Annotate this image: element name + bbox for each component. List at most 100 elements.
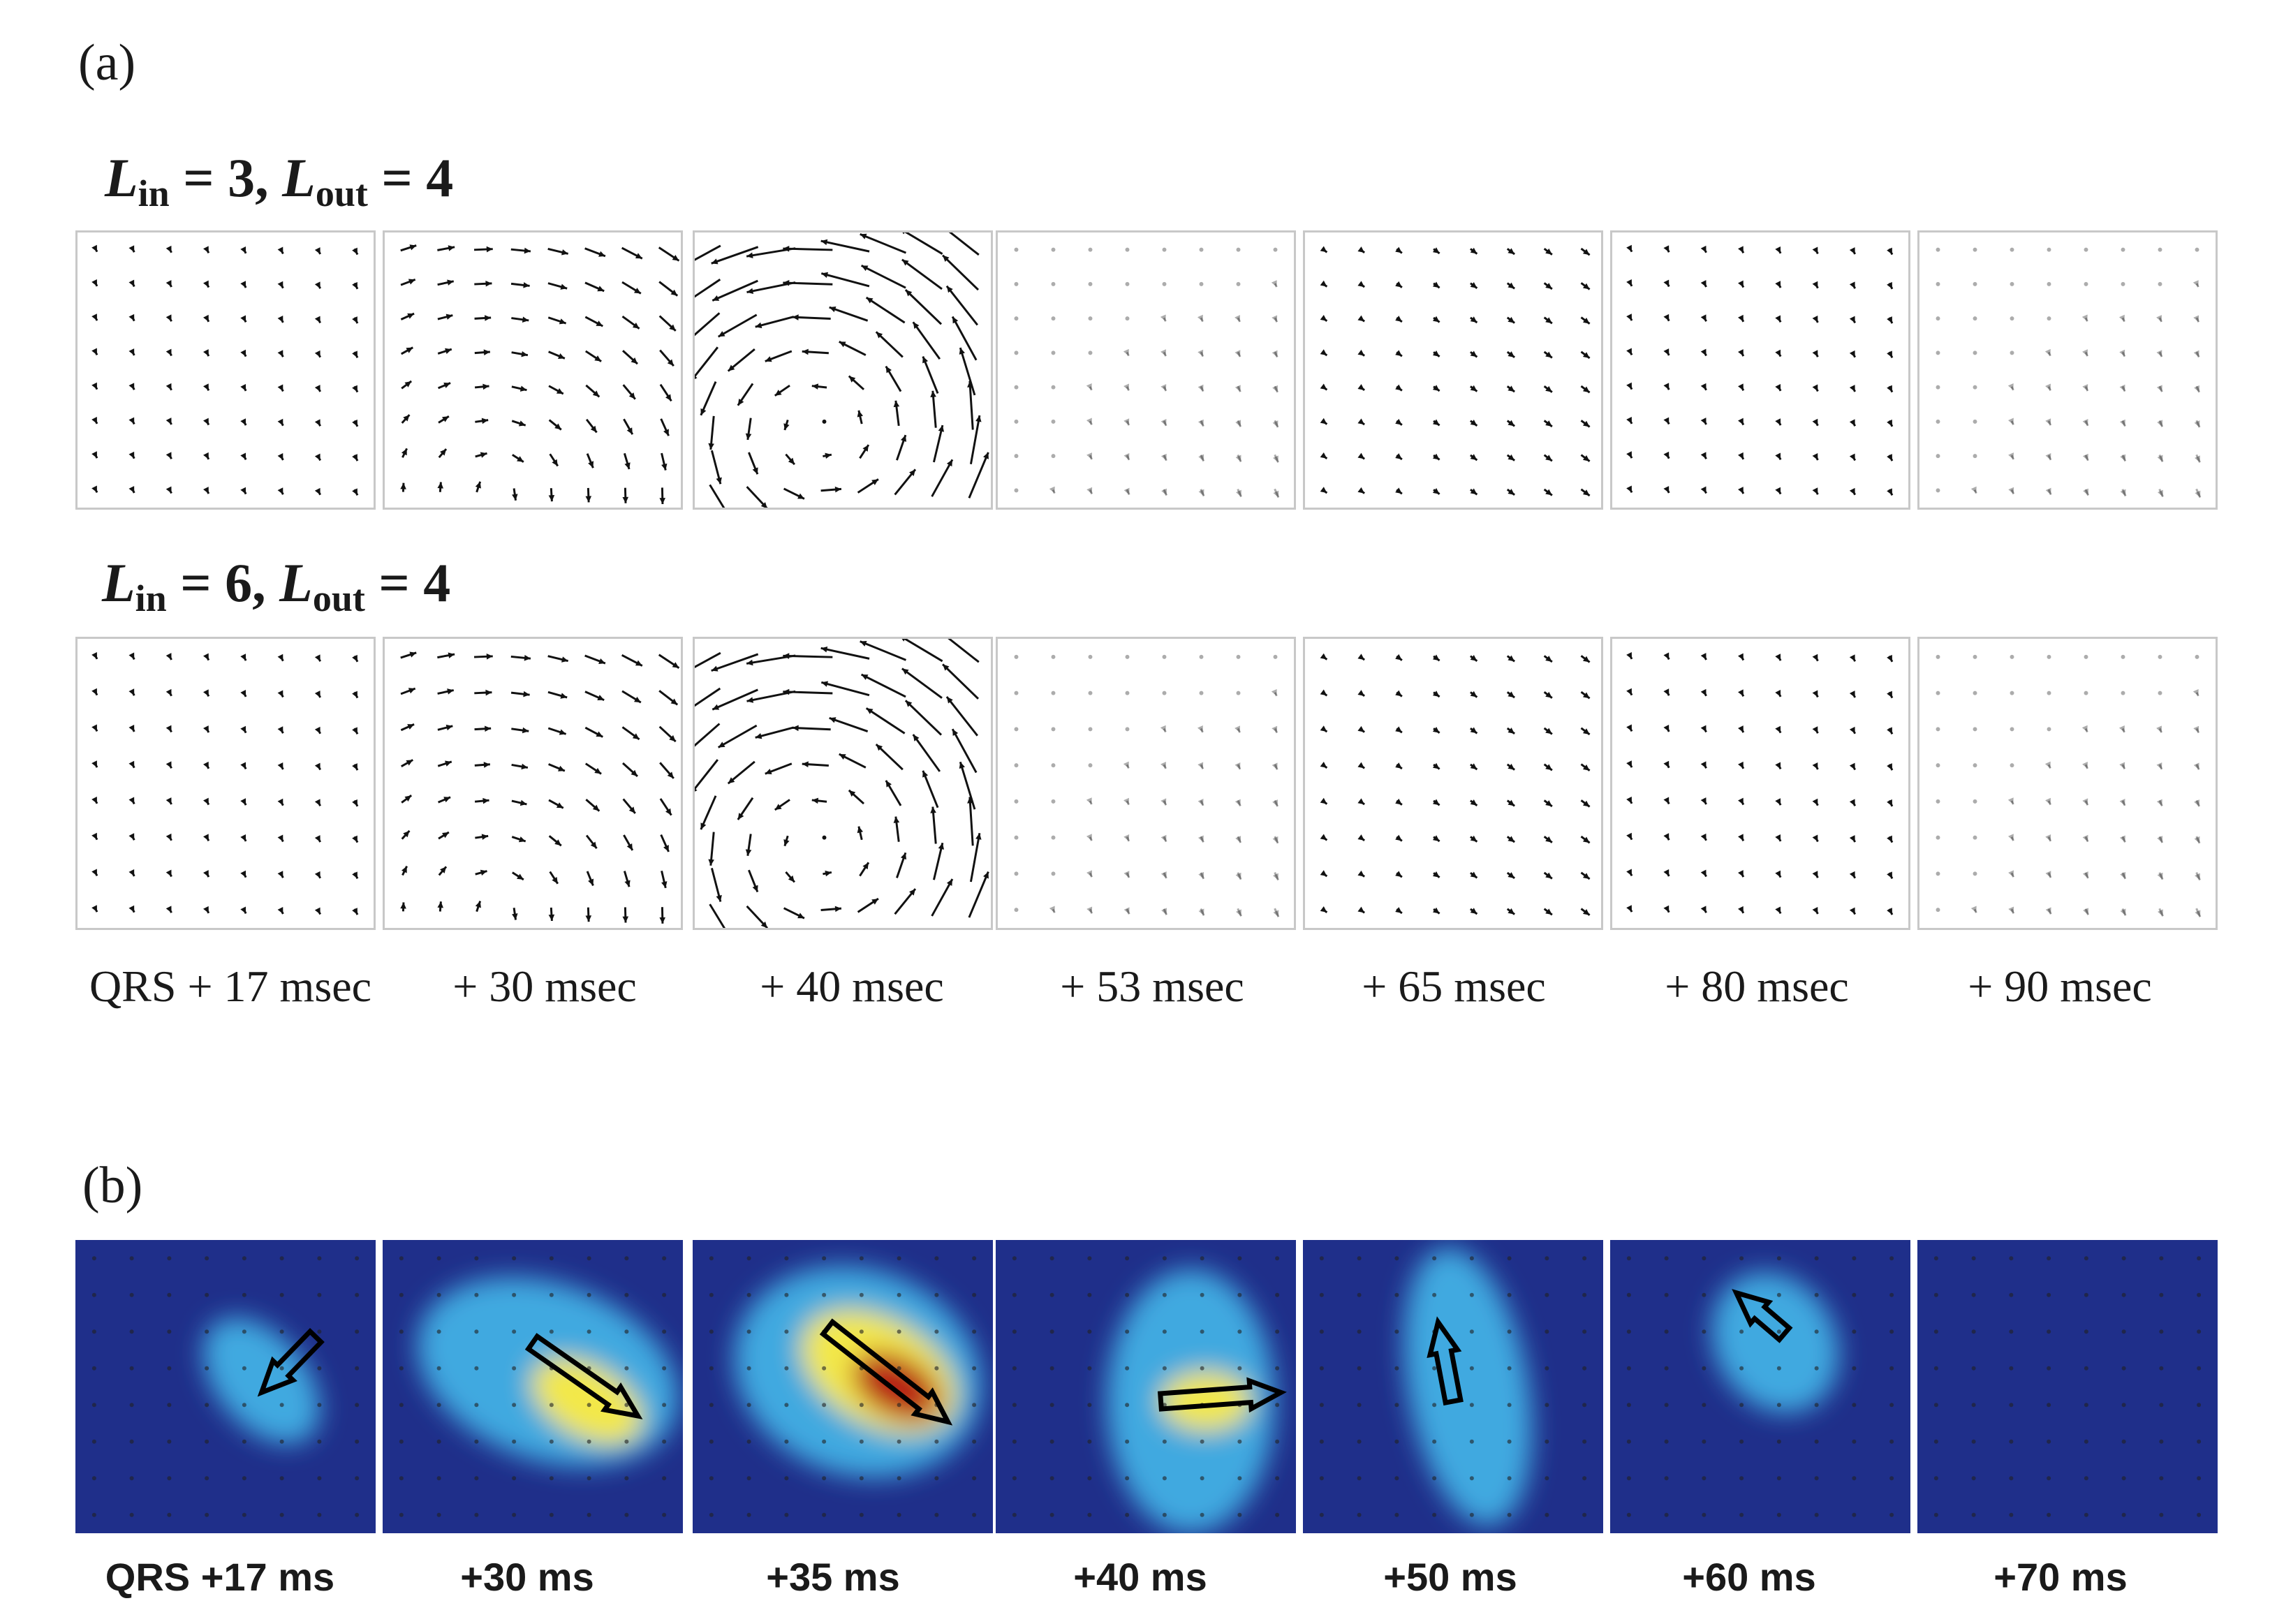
vector-arrowhead: [1395, 726, 1402, 733]
vector-arrowhead: [2082, 762, 2088, 769]
vector-arrowhead: [866, 297, 874, 304]
vector-arrowhead: [1508, 872, 1515, 878]
vector-arrowhead: [165, 906, 172, 913]
vector-arrowhead: [834, 906, 841, 913]
flow-dot: [1852, 1366, 1857, 1371]
vector-arrowhead: [1812, 654, 1818, 661]
vector-arrow: [1274, 692, 1278, 697]
vector-arrowhead: [352, 691, 358, 698]
vector-arrowhead: [91, 651, 97, 659]
vector-arrowhead: [876, 744, 883, 751]
flow-dot: [1469, 1329, 1474, 1334]
flow-dot: [242, 1476, 246, 1481]
vector-arrowhead: [560, 693, 568, 699]
vector-arrowhead: [1775, 870, 1781, 878]
vector-arrowhead: [1849, 247, 1855, 254]
flow-dot: [709, 1476, 714, 1481]
vector-arrowhead: [1357, 418, 1365, 425]
vector-arrowhead: [165, 486, 172, 494]
flow-dot: [474, 1329, 479, 1334]
vector-arrowhead: [128, 417, 135, 425]
flow-dot: [1049, 1292, 1054, 1297]
flow-dot: [512, 1512, 517, 1517]
vector-arrowhead: [2118, 314, 2125, 322]
flow-dot: [784, 1329, 789, 1334]
vector-arrowhead: [946, 459, 952, 467]
vector-arrowhead: [485, 725, 492, 732]
flow-dot: [436, 1292, 441, 1297]
vector-arrowhead: [959, 348, 965, 355]
vector-arrowhead: [746, 659, 753, 666]
flow-dot: [1469, 1366, 1474, 1371]
vector-arrowhead: [622, 916, 629, 923]
flow-dot: [1049, 1366, 1054, 1371]
flow-dot: [587, 1439, 591, 1444]
flow-dot: [1087, 1256, 1092, 1261]
vector-arrow: [2195, 454, 2201, 463]
vector-arrowhead: [1626, 869, 1632, 876]
vector-arrowhead: [1432, 799, 1440, 806]
vector-arrowhead: [521, 350, 528, 357]
time-label-a-7: + 90 msec: [1968, 961, 2152, 1011]
vector-arrowhead: [203, 870, 209, 878]
vector-arrowhead: [1198, 908, 1204, 916]
flow-dot: [1545, 1439, 1549, 1444]
vector-arrowhead: [277, 834, 283, 842]
flow-dot: [1012, 1256, 1017, 1261]
vector-arrowhead: [1508, 836, 1515, 843]
vector-arrowhead: [628, 392, 635, 399]
vector-dot: [1014, 350, 1019, 355]
vector-arrowhead: [1470, 835, 1477, 842]
vector-arrowhead: [203, 487, 209, 494]
vector-arrowhead: [437, 901, 444, 908]
vector-arrowhead: [2157, 836, 2163, 843]
flow-dot: [1394, 1439, 1399, 1444]
vector-arrowhead: [1812, 384, 1818, 392]
flow-dot: [167, 1366, 172, 1371]
vector-arrowhead: [2120, 454, 2126, 462]
flow-dot: [1162, 1439, 1167, 1444]
vector-arrowhead: [240, 281, 246, 288]
vector-dot: [1973, 691, 1977, 695]
vector-arrow: [1126, 351, 1130, 357]
vector-arrowhead: [2044, 348, 2051, 356]
vector-arrowhead: [1086, 834, 1092, 841]
flow-dot: [1889, 1366, 1894, 1371]
vector-arrowhead: [1432, 350, 1440, 357]
flow-dot: [1319, 1292, 1324, 1297]
vector-arrowhead: [1812, 418, 1818, 426]
flow-dot: [2047, 1512, 2051, 1517]
vector-arrowhead: [905, 700, 913, 707]
vector-arrow: [1163, 728, 1167, 733]
vector-arrowhead: [91, 279, 97, 286]
flow-dot: [2084, 1292, 2088, 1297]
vector-arrow: [1237, 488, 1242, 498]
vector-arrow: [712, 279, 758, 302]
vector-arrowhead: [1470, 763, 1477, 770]
flow-dot: [317, 1512, 322, 1517]
vector-arrowhead: [783, 653, 790, 659]
flow-dot: [822, 1403, 827, 1408]
vector-arrowhead: [1887, 385, 1892, 392]
vector-arrowhead: [352, 654, 358, 662]
vector-arrowhead: [1235, 799, 1241, 806]
vector-arrowhead: [1273, 873, 1278, 880]
flow-dot: [1087, 1512, 1092, 1517]
vector-arrow: [820, 681, 870, 697]
flow-dot: [1933, 1256, 1938, 1261]
vector-arrowhead: [1812, 834, 1818, 842]
flow-dot: [1582, 1512, 1587, 1517]
vector-arrowhead: [2194, 420, 2200, 427]
vector-arrowhead: [483, 762, 490, 768]
flow-dot: [2121, 1329, 2126, 1334]
row-1-panel-3-vectors: [695, 232, 989, 508]
vector-arrowhead: [1700, 906, 1707, 913]
vector-dot: [1014, 763, 1019, 768]
vector-arrowhead: [240, 452, 246, 460]
vector-arrowhead: [558, 765, 565, 772]
vector-arrowhead: [821, 272, 829, 279]
flow-dot: [474, 1512, 479, 1517]
flow-dot: [2047, 1256, 2051, 1261]
vector-arrow: [695, 651, 721, 668]
flow-dot: [1582, 1366, 1587, 1371]
